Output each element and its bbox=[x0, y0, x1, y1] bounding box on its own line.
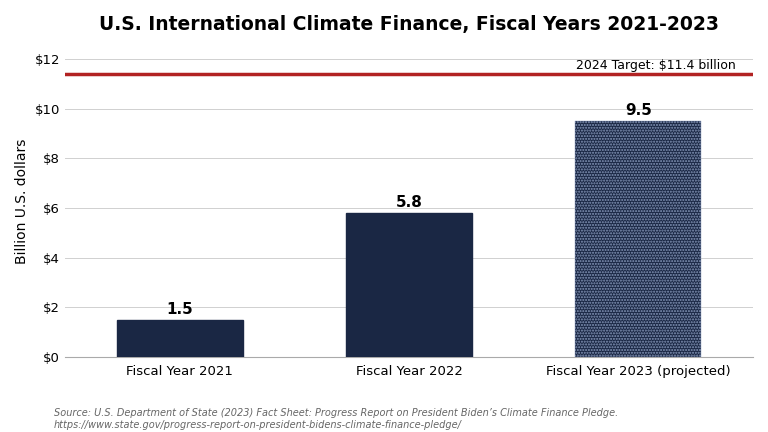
Text: 1.5: 1.5 bbox=[166, 302, 193, 317]
Bar bbox=[575, 121, 701, 357]
Text: 2024 Target: $11.4 billion: 2024 Target: $11.4 billion bbox=[576, 59, 736, 72]
Y-axis label: Billion U.S. dollars: Billion U.S. dollars bbox=[15, 139, 29, 264]
Text: Source: U.S. Department of State (2023) Fact Sheet: Progress Report on President: Source: U.S. Department of State (2023) … bbox=[54, 408, 618, 430]
Bar bbox=[346, 213, 472, 357]
Title: U.S. International Climate Finance, Fiscal Years 2021-2023: U.S. International Climate Finance, Fisc… bbox=[99, 15, 719, 34]
Text: 9.5: 9.5 bbox=[625, 103, 652, 118]
Text: 5.8: 5.8 bbox=[396, 195, 422, 210]
Bar bbox=[117, 320, 243, 357]
